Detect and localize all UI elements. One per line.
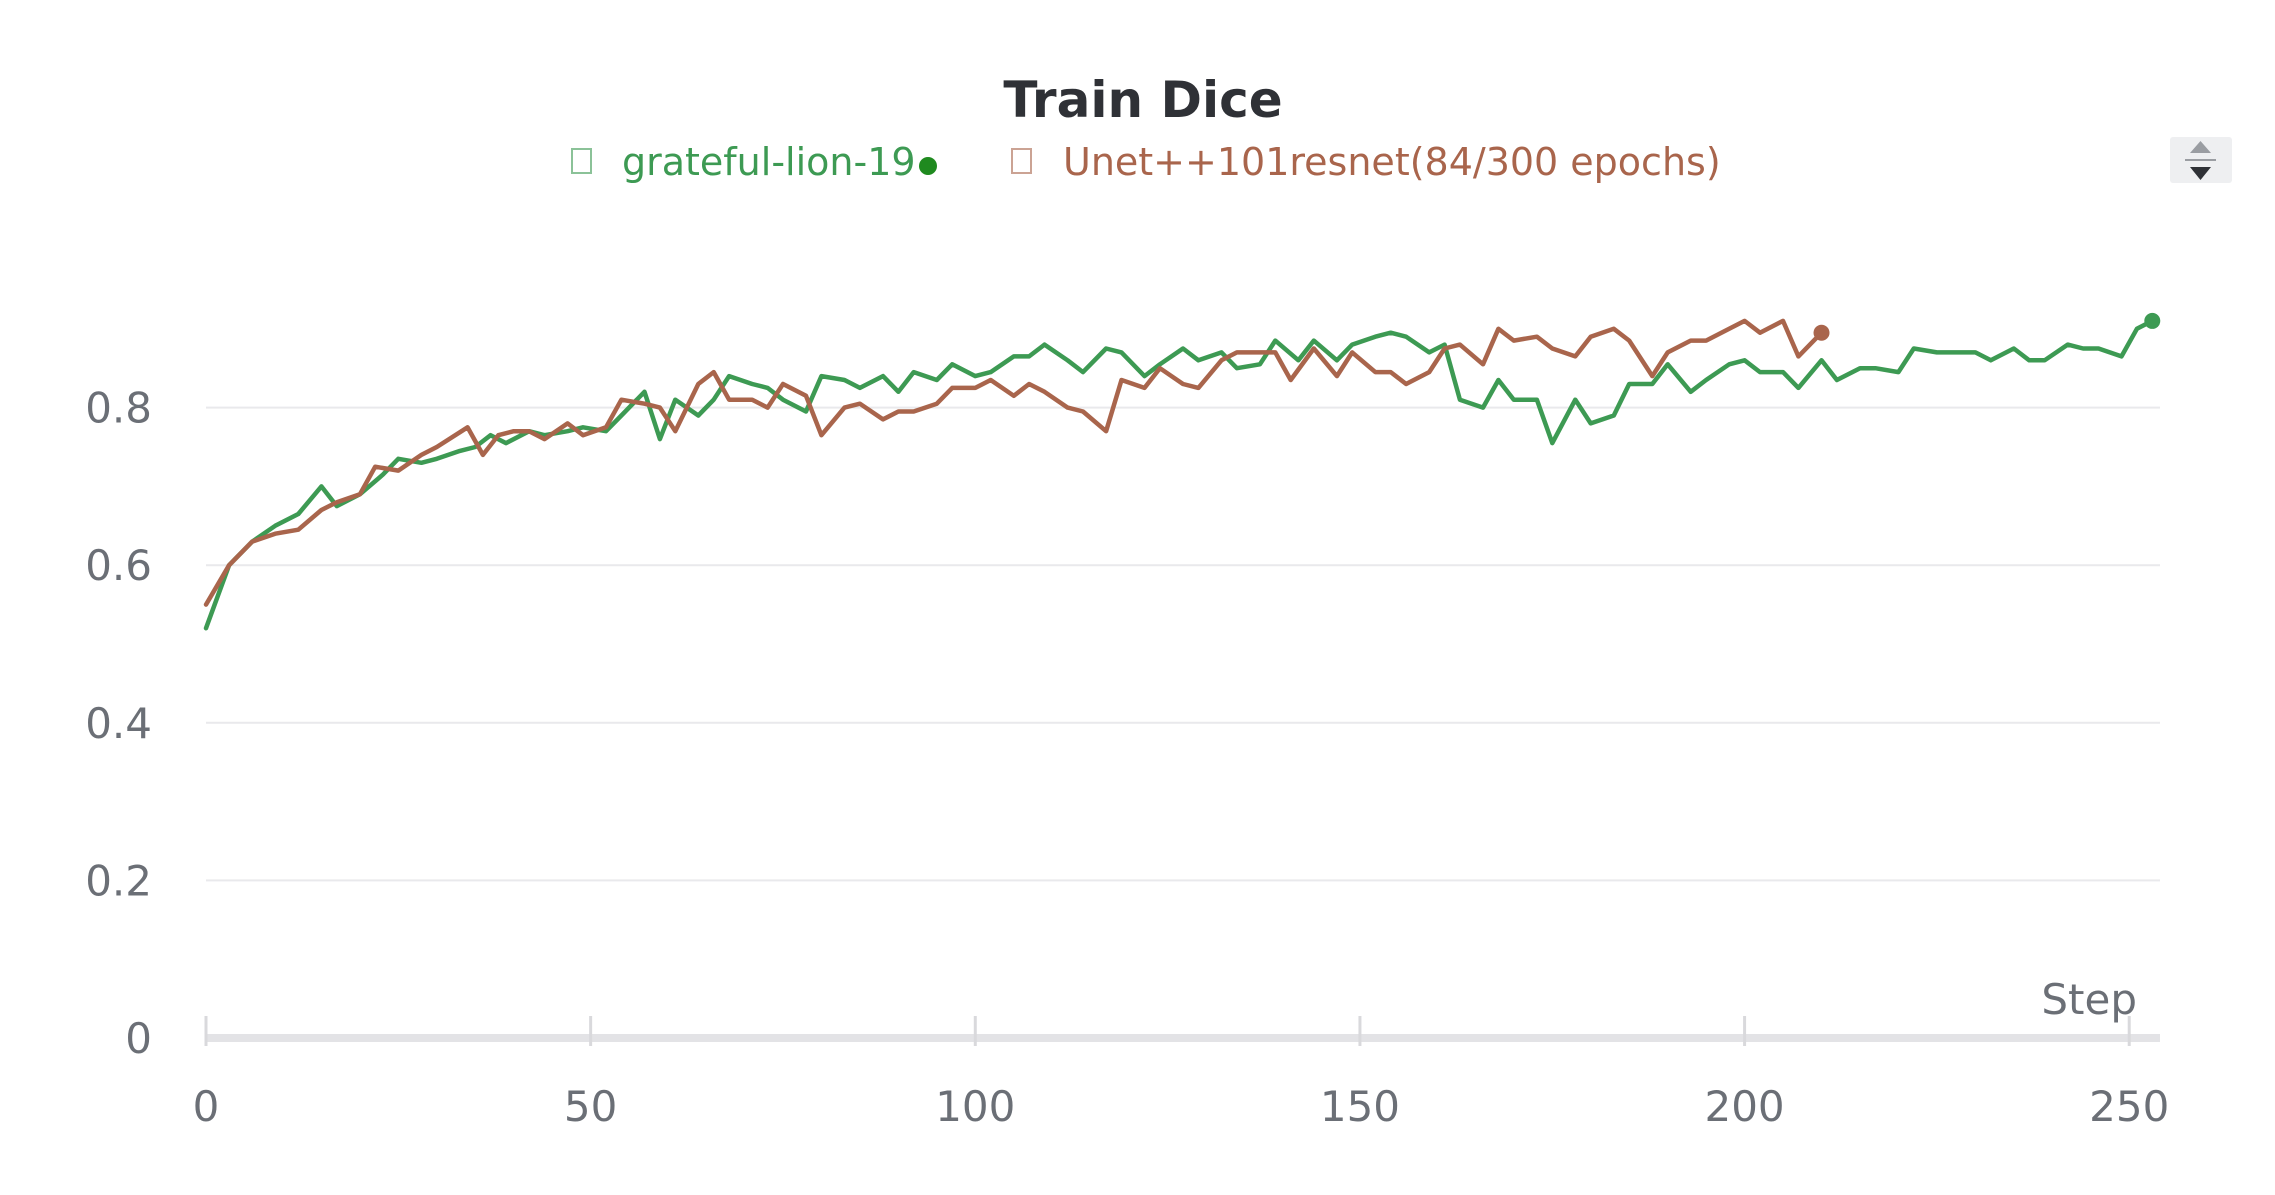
y-tick-label: 0.6: [85, 541, 152, 590]
legend-item-grateful-lion-19[interactable]: grateful-lion-19: [571, 140, 937, 184]
legend-item-label: grateful-lion-19: [622, 140, 916, 184]
x-tick-label: 100: [935, 1082, 1015, 1131]
y-tick-label: 0.2: [85, 856, 152, 905]
legend-item-box-icon: [571, 148, 592, 174]
x-axis-label: Step: [2041, 975, 2137, 1024]
legend-scroll-button[interactable]: [2170, 137, 2232, 183]
chart-title: Train Dice: [1003, 71, 1282, 129]
x-tick-label: 250: [2089, 1082, 2169, 1131]
x-tick-label: 50: [564, 1082, 617, 1131]
up-down-arrows-icon: [2185, 141, 2216, 180]
y-tick-label: 0.4: [85, 699, 152, 748]
circle-dot-icon: [919, 157, 937, 175]
y-tick-label: 0: [125, 1014, 152, 1063]
series-end-point: [2144, 312, 2161, 329]
series-layer: [203, 312, 2161, 631]
series-2: [203, 318, 1830, 607]
series-line: [203, 318, 1824, 607]
x-tick-label: 150: [1320, 1082, 1400, 1131]
gridlines: [206, 406, 2160, 882]
y-axis-ticks: 0 0.2 0.4 0.6 0.8: [85, 384, 152, 1063]
legend-item-box-icon: [1011, 148, 1032, 174]
x-tick-label: 0: [193, 1082, 220, 1131]
x-axis-ticks: 0 50 100 150 200 250: [193, 1016, 2169, 1131]
x-tick-label: 200: [1704, 1082, 1784, 1131]
series-1: [203, 312, 2161, 631]
y-tick-label: 0.8: [85, 384, 152, 433]
series-end-point: [1813, 324, 1830, 341]
legend-item-label: Unet++101resnet(84/300 epochs): [1063, 140, 1721, 184]
legend: grateful-lion-19 Unet++101resnet(84/300 …: [571, 140, 1721, 184]
legend-item-unet-resnet[interactable]: Unet++101resnet(84/300 epochs): [1011, 140, 1721, 184]
series-line: [203, 318, 2155, 631]
